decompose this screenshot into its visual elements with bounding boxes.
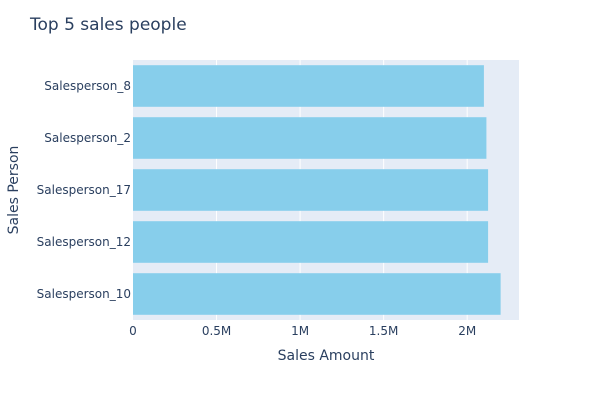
chart-title: Top 5 sales people [29,15,187,35]
x-tick-label: 0 [129,324,137,338]
x-tick-labels: 0 0.5M 1M 1.5M 2M [129,324,476,338]
y-tick-label: Salesperson_12 [37,235,131,249]
x-axis-title: Sales Amount [278,348,375,364]
bar-salesperson-8[interactable] [133,65,484,107]
y-tick-label: Salesperson_2 [44,131,131,145]
bar-salesperson-12[interactable] [133,221,489,263]
y-tick-label: Salesperson_10 [37,287,131,301]
x-tick-label: 2M [458,324,476,338]
y-tick-labels: Salesperson_8 Salesperson_2 Salesperson_17… [37,79,131,301]
y-tick-label: Salesperson_8 [44,79,131,93]
bars [133,65,501,315]
y-tick-label: Salesperson_17 [37,183,131,197]
x-tick-label: 1.5M [369,324,398,338]
x-tick-label: 0.5M [202,324,231,338]
bar-salesperson-2[interactable] [133,117,487,159]
bar-salesperson-17[interactable] [133,169,489,211]
y-axis-title: Sales Person [6,146,22,235]
x-tick-label: 1M [291,324,309,338]
bar-salesperson-10[interactable] [133,273,501,315]
